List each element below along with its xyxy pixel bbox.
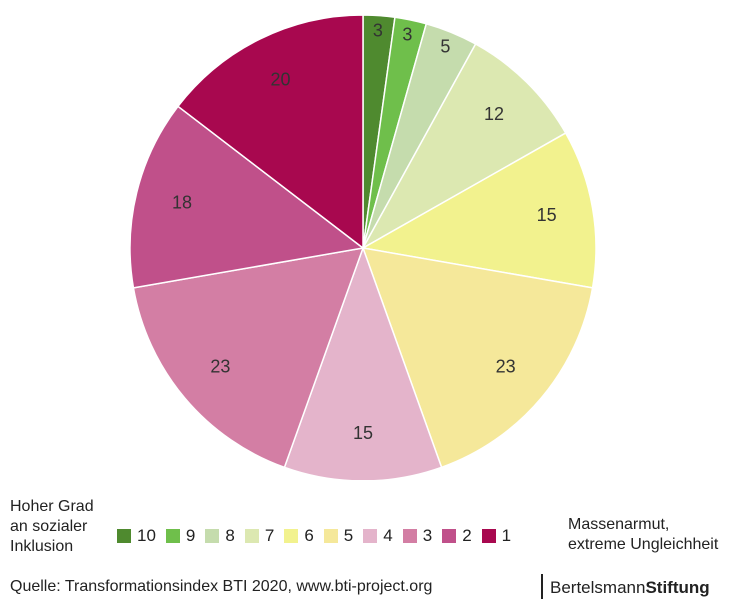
slice-label-2: 18 bbox=[172, 192, 192, 212]
legend-left-label: Hoher Grad an sozialer Inklusion bbox=[10, 497, 94, 557]
slice-label-6: 15 bbox=[537, 205, 557, 225]
brand-name-normal: Bertelsmann bbox=[550, 578, 646, 597]
legend-item-6: 6 bbox=[284, 526, 314, 546]
legend-swatch-3 bbox=[402, 529, 417, 543]
legend-label-3: 3 bbox=[422, 526, 433, 545]
legend-label-4: 4 bbox=[383, 526, 393, 545]
legend-item-3: 3 bbox=[402, 526, 433, 546]
slice-label-8: 5 bbox=[440, 36, 450, 56]
legend-swatch-10 bbox=[117, 529, 131, 543]
legend-label-10: 10 bbox=[137, 526, 156, 545]
legend-item-2: 2 bbox=[442, 526, 472, 546]
legend-label-8: 8 bbox=[225, 526, 235, 545]
pie-slice-6 bbox=[360, 132, 597, 289]
slice-label-1: 20 bbox=[270, 70, 290, 90]
pie-slice-2 bbox=[129, 105, 365, 289]
slice-label-4: 15 bbox=[353, 423, 373, 443]
legend-right-line-2: extreme Ungleichheit bbox=[568, 536, 719, 553]
brand-name-bold: Stiftung bbox=[645, 578, 710, 597]
legend-item-10: 10 bbox=[117, 526, 156, 546]
pie-chart: 3 3 5 12 15 23 15 23 18 20 bbox=[129, 14, 597, 480]
legend-left-line-1: Hoher Grad bbox=[10, 498, 94, 515]
brand-logo: BertelsmannStiftung bbox=[550, 578, 710, 598]
legend-right-label: Massenarmut, extreme Ungleichheit bbox=[568, 515, 718, 555]
pie-slice-5 bbox=[361, 247, 594, 469]
legend-swatch-8 bbox=[205, 529, 220, 543]
pie-slice-1 bbox=[176, 14, 364, 250]
legend-label-2: 2 bbox=[462, 526, 472, 545]
legend-item-7: 7 bbox=[244, 526, 275, 546]
slice-label-5: 23 bbox=[496, 357, 516, 377]
legend-swatch-5 bbox=[323, 529, 338, 543]
legend-label-1: 1 bbox=[501, 526, 512, 545]
legend-label-9: 9 bbox=[185, 526, 196, 545]
legend-swatch-9 bbox=[165, 529, 180, 543]
legend-label-7: 7 bbox=[264, 526, 275, 545]
slice-label-9: 3 bbox=[402, 25, 412, 45]
legend-right-line-1: Massenarmut, bbox=[568, 516, 670, 533]
legend-item-1: 1 bbox=[481, 526, 512, 546]
legend-label-6: 6 bbox=[304, 526, 314, 545]
pie-slice-4 bbox=[283, 245, 443, 480]
legend-left-line-3: Inklusion bbox=[10, 538, 74, 555]
legend-swatch-7 bbox=[244, 529, 259, 543]
legend-label-5: 5 bbox=[343, 526, 354, 545]
legend: 10 9 8 7 6 5 4 3 2 1 bbox=[117, 526, 521, 546]
legend-swatch-2 bbox=[442, 529, 457, 543]
pie-slice-3 bbox=[132, 247, 365, 469]
legend-left-line-2: an sozialer bbox=[10, 518, 88, 535]
legend-swatch-6 bbox=[284, 529, 299, 543]
legend-item-5: 5 bbox=[323, 526, 354, 546]
slice-label-7: 12 bbox=[484, 104, 504, 124]
slice-label-3: 23 bbox=[210, 357, 230, 377]
legend-item-9: 9 bbox=[165, 526, 196, 546]
brand-divider bbox=[541, 574, 543, 599]
slice-label-10: 3 bbox=[373, 21, 383, 41]
source-note: Quelle: Transformationsindex BTI 2020, w… bbox=[10, 578, 433, 595]
pie-slice-7 bbox=[361, 43, 567, 250]
legend-item-8: 8 bbox=[205, 526, 235, 546]
legend-swatch-4 bbox=[363, 529, 378, 543]
legend-item-4: 4 bbox=[363, 526, 393, 546]
legend-swatch-1 bbox=[481, 529, 496, 543]
